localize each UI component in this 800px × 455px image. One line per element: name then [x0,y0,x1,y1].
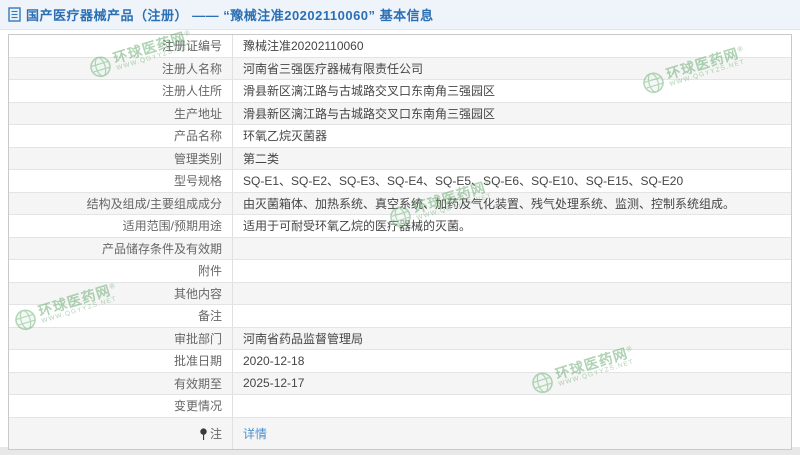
row-value: 第二类 [243,151,280,166]
row-value: 详情 [233,425,791,442]
row-value: 适用于可耐受环氧乙烷的医疗器械的灭菌。 [243,219,472,234]
row-label: 其他内容 [9,282,233,304]
row-value: 由灭菌箱体、加热系统、真空系统、加药及气化装置、残气处理系统、监测、控制系统组成… [243,196,736,211]
row-value: 河南省药品监督管理局 [243,331,364,346]
row-label: 注册人名称 [9,57,233,79]
table-row: 备注 [9,305,791,328]
row-value: 滑县新区漓江路与古城路交叉口东南角三强园区 [243,84,496,99]
table-row: 注详情 [9,417,791,449]
row-label: 适用范围/预期用途 [9,215,233,237]
document-icon [8,7,21,22]
row-value: SQ-E1、SQ-E2、SQ-E3、SQ-E4、SQ-E5、SQ-E6、SQ-E… [243,174,684,189]
page-header: 国产医疗器械产品（注册） —— “豫械注准20202110060” 基本信息 [0,0,800,30]
info-table: 注册证编号 豫械注准20202110060 注册人名称 河南省三强医疗器械有限责任公司… [8,34,792,450]
page-title: 国产医疗器械产品（注册） —— “豫械注准20202110060” 基本信息 [26,8,434,23]
row-label: 型号规格 [9,170,233,192]
table-row: 生产地址 滑县新区漓江路与古城路交叉口东南角三强园区 [9,102,791,125]
row-label: 批准日期 [9,350,233,372]
row-value: 河南省三强医疗器械有限责任公司 [243,61,424,76]
table-row: 产品储存条件及有效期 [9,237,791,260]
row-label: 生产地址 [9,102,233,124]
pin-icon [200,427,207,440]
row-label: 产品名称 [9,125,233,147]
row-label: 变更情况 [9,395,233,417]
row-value: 豫械注准20202110060 [243,39,364,54]
row-value: 2020-12-18 [243,353,305,368]
table-row: 产品名称 环氧乙烷灭菌器 [9,125,791,148]
table-row: 批准日期 2020-12-18 [9,350,791,373]
table-row: 管理类别 第二类 [9,147,791,170]
table-row: 注册人名称 河南省三强医疗器械有限责任公司 [9,57,791,80]
table-row: 注册证编号 豫械注准20202110060 [9,35,791,58]
row-label: 结构及组成/主要组成成分 [9,192,233,214]
row-label: 产品储存条件及有效期 [9,237,233,259]
row-label: 审批部门 [9,327,233,349]
row-label: 注 [9,417,233,449]
row-value: 2025-12-17 [243,376,305,391]
row-label: 有效期至 [9,372,233,394]
row-label: 注册人住所 [9,80,233,102]
detail-link[interactable]: 详情 [243,426,268,441]
table-row: 审批部门 河南省药品监督管理局 [9,327,791,350]
row-label: 备注 [9,305,233,327]
table-row: 有效期至 2025-12-17 [9,372,791,395]
row-value: 环氧乙烷灭菌器 [243,129,328,144]
row-label: 附件 [9,260,233,282]
table-row: 注册人住所 滑县新区漓江路与古城路交叉口东南角三强园区 [9,80,791,103]
table-row: 适用范围/预期用途 适用于可耐受环氧乙烷的医疗器械的灭菌。 [9,215,791,238]
row-value: 滑县新区漓江路与古城路交叉口东南角三强园区 [243,106,496,121]
row-label: 注册证编号 [9,35,233,57]
table-row: 其他内容 [9,282,791,305]
table-row: 附件 [9,260,791,283]
table-row: 型号规格 SQ-E1、SQ-E2、SQ-E3、SQ-E4、SQ-E5、SQ-E6、… [9,170,791,193]
table-row: 结构及组成/主要组成成分 由灭菌箱体、加热系统、真空系统、加药及气化装置、残气处理… [9,192,791,215]
row-label: 管理类别 [9,147,233,169]
table-row: 变更情况 [9,395,791,418]
